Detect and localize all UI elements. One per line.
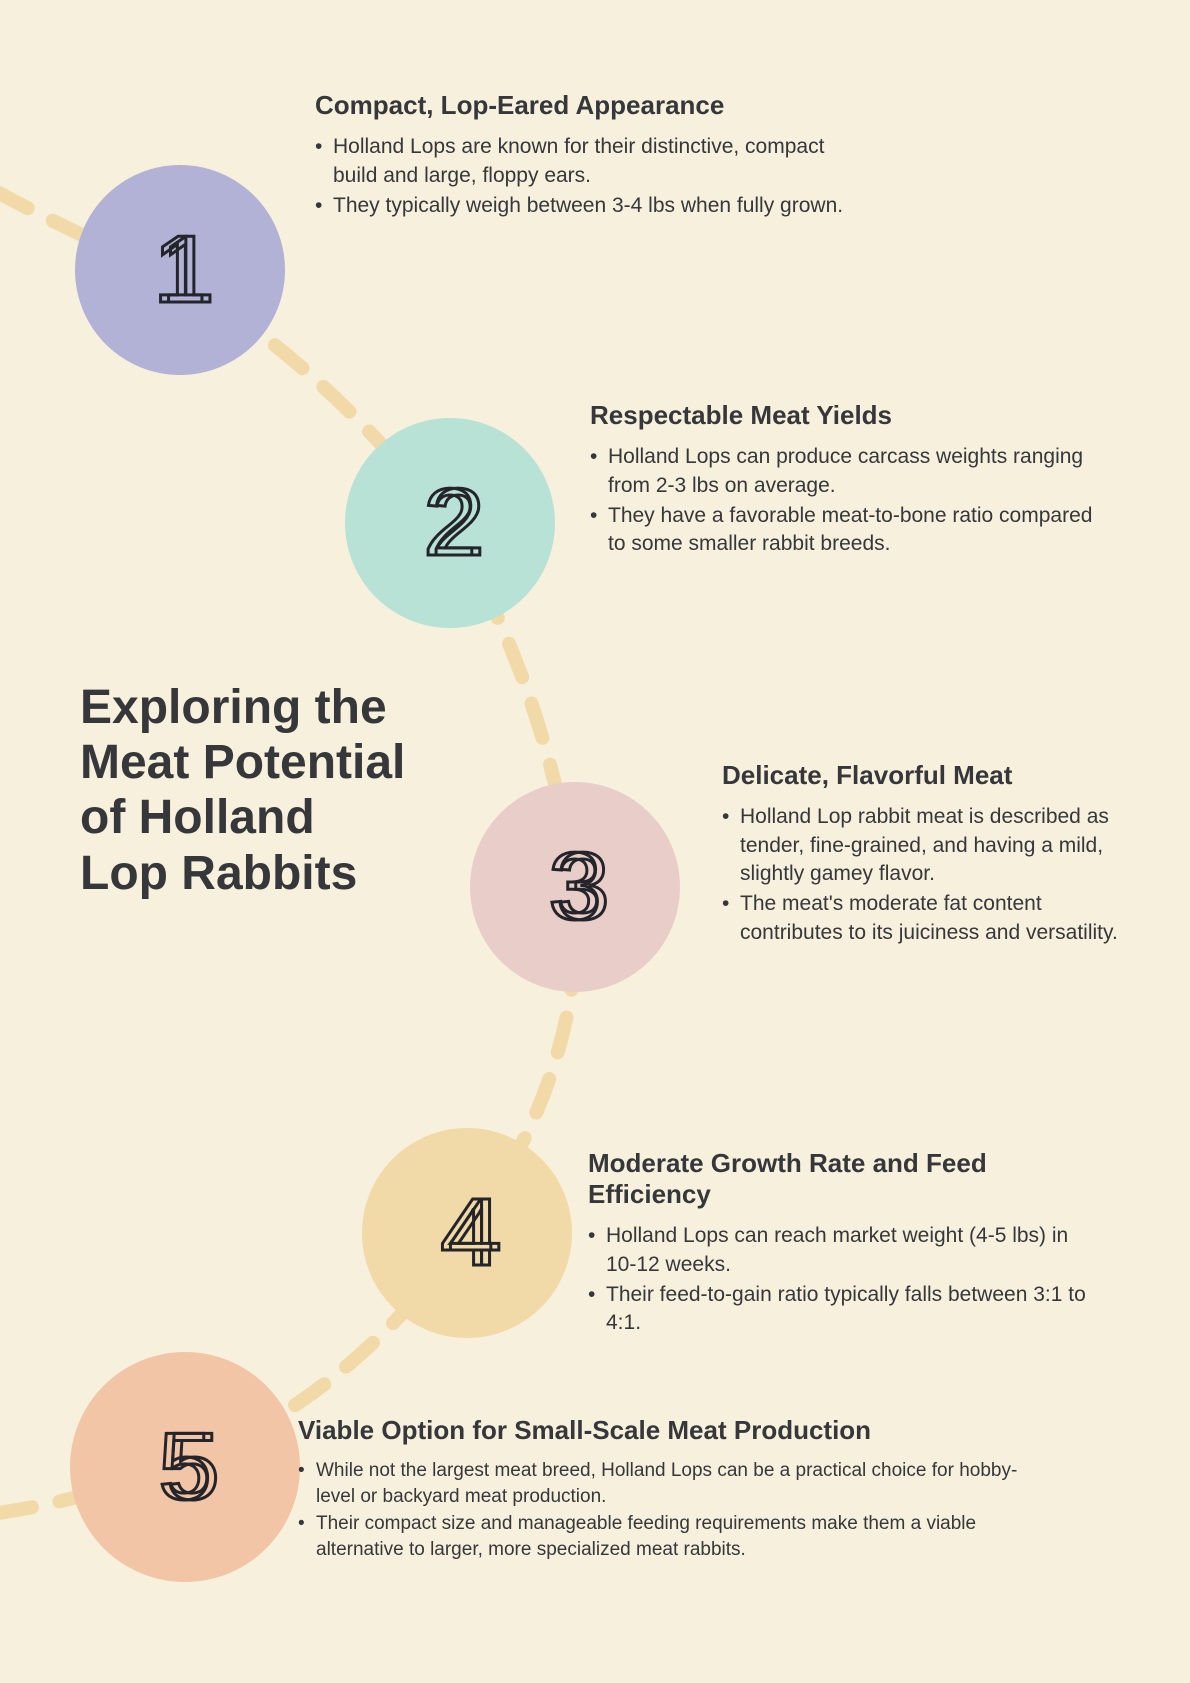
- step-bullets-1: Holland Lops are known for their distinc…: [315, 133, 855, 220]
- step-circle-5: 5: [70, 1352, 300, 1582]
- bullet-item: Holland Lop rabbit meat is described as …: [722, 803, 1122, 888]
- step-bullets-4: Holland Lops can reach market weight (4-…: [588, 1222, 1103, 1337]
- bullet-item: Their feed-to-gain ratio typically falls…: [588, 1281, 1103, 1338]
- step-text-5: Viable Option for Small-Scale Meat Produ…: [298, 1415, 1018, 1565]
- step-text-3: Delicate, Flavorful Meat Holland Lop rabb…: [722, 760, 1122, 949]
- step-text-2: Respectable Meat Yields Holland Lops can …: [590, 400, 1100, 561]
- bullet-item: Holland Lops are known for their distinc…: [315, 133, 855, 190]
- step-bullets-5: While not the largest meat breed, Hollan…: [298, 1458, 1018, 1563]
- step-text-1: Compact, Lop-Eared Appearance Holland Lop…: [315, 90, 855, 222]
- step-bullets-2: Holland Lops can produce carcass weights…: [590, 443, 1100, 558]
- step-bullets-3: Holland Lop rabbit meat is described as …: [722, 803, 1122, 947]
- bullet-item: Holland Lops can produce carcass weights…: [590, 443, 1100, 500]
- step-circle-1: 1: [75, 165, 285, 375]
- bullet-item: While not the largest meat breed, Hollan…: [298, 1458, 1018, 1509]
- step-number-4: 4: [440, 1178, 493, 1288]
- bullet-item: They have a favorable meat-to-bone ratio…: [590, 502, 1100, 559]
- step-circle-3: 3: [470, 782, 680, 992]
- step-circle-4: 4: [362, 1128, 572, 1338]
- bullet-item: Holland Lops can reach market weight (4-…: [588, 1222, 1103, 1279]
- step-heading-3: Delicate, Flavorful Meat: [722, 760, 1122, 791]
- step-circle-2: 2: [345, 418, 555, 628]
- step-text-4: Moderate Growth Rate and Feed Efficiency…: [588, 1148, 1103, 1340]
- page-title: Exploring the Meat Potential of Holland …: [80, 680, 410, 901]
- step-number-1: 1: [153, 215, 206, 325]
- step-number-5: 5: [158, 1412, 211, 1522]
- bullet-item: Their compact size and manageable feedin…: [298, 1511, 1018, 1562]
- bullet-item: The meat's moderate fat content contribu…: [722, 890, 1122, 947]
- step-heading-4: Moderate Growth Rate and Feed Efficiency: [588, 1148, 1103, 1210]
- step-heading-5: Viable Option for Small-Scale Meat Produ…: [298, 1415, 1018, 1446]
- step-heading-2: Respectable Meat Yields: [590, 400, 1100, 431]
- step-heading-1: Compact, Lop-Eared Appearance: [315, 90, 855, 121]
- step-number-2: 2: [423, 468, 476, 578]
- step-number-3: 3: [548, 832, 601, 942]
- bullet-item: They typically weigh between 3-4 lbs whe…: [315, 192, 855, 220]
